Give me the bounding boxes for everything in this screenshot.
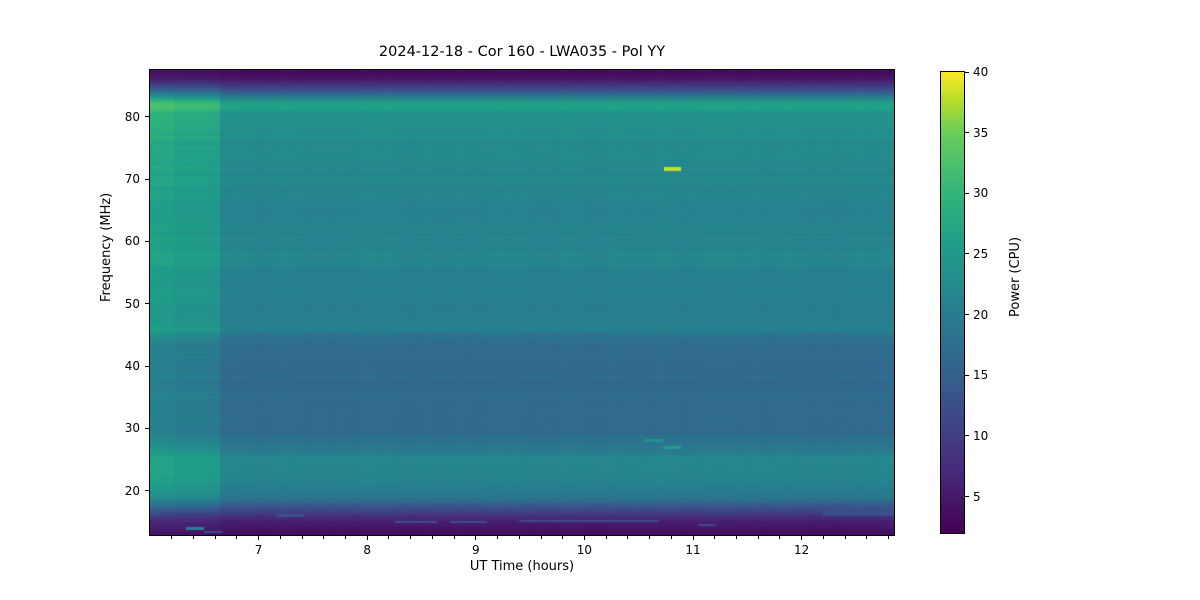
y-tick-label: 80 (124, 109, 140, 124)
colorbar-tick (965, 132, 969, 134)
x-minor-tick (888, 536, 890, 539)
x-minor-tick (866, 536, 868, 539)
colorbar-tick-label: 35 (973, 125, 989, 140)
x-minor-tick (605, 536, 607, 539)
colorbar-tick-label: 10 (973, 428, 989, 443)
colorbar-tick-label: 25 (973, 246, 989, 261)
x-minor-tick (649, 536, 651, 539)
colorbar-tick-label: 40 (973, 65, 989, 79)
x-minor-tick (497, 536, 499, 539)
y-tick (145, 303, 149, 305)
y-tick (145, 116, 149, 118)
colorbar-tick-label: 5 (973, 489, 981, 504)
x-minor-tick (214, 536, 216, 539)
x-tick (801, 536, 803, 540)
x-minor-tick (540, 536, 542, 539)
y-tick-label: 30 (124, 421, 140, 436)
y-tick (145, 427, 149, 429)
x-minor-tick (714, 536, 716, 539)
x-minor-tick (388, 536, 390, 539)
y-tick (145, 490, 149, 492)
x-minor-tick (670, 536, 672, 539)
x-minor-tick (562, 536, 564, 539)
colorbar-tick-label: 20 (973, 307, 989, 322)
x-tick-label: 9 (472, 543, 480, 557)
x-minor-tick (431, 536, 433, 539)
colorbar-tick (965, 435, 969, 437)
colorbar-tick (965, 253, 969, 255)
x-minor-tick (345, 536, 346, 539)
x-minor-tick (779, 536, 781, 539)
x-minor-tick (236, 536, 238, 539)
y-tick-label: 50 (124, 296, 140, 311)
x-tick-label: 12 (794, 543, 810, 557)
colorbar-tick (965, 374, 969, 376)
x-minor-tick (822, 536, 824, 539)
colorbar-tick-label: 30 (973, 186, 989, 201)
x-tick (692, 536, 694, 540)
x-tick-label: 10 (576, 543, 593, 557)
x-tick (475, 536, 477, 540)
x-tick (258, 536, 260, 540)
y-tick-label: 70 (124, 172, 140, 187)
colorbar-tick (965, 71, 969, 73)
colorbar-tick (965, 314, 969, 316)
x-minor-tick (301, 536, 303, 539)
x-minor-tick (844, 536, 846, 539)
x-minor-tick (518, 536, 520, 539)
x-minor-tick (279, 536, 281, 539)
x-axis-label: UT Time (hours) (469, 559, 575, 574)
x-tick (583, 536, 585, 540)
y-tick (145, 240, 149, 242)
x-minor-tick (627, 536, 629, 539)
y-tick-label: 20 (124, 483, 140, 498)
x-minor-tick (410, 536, 412, 539)
x-minor-tick (171, 536, 173, 539)
x-minor-tick (757, 536, 759, 539)
colorbar-tick (965, 496, 969, 498)
x-tick-label: 8 (363, 543, 372, 557)
x-minor-tick (736, 536, 737, 539)
x-tick-label: 7 (254, 543, 263, 557)
y-tick (145, 178, 149, 180)
x-minor-tick (453, 536, 455, 539)
x-minor-tick (192, 536, 194, 539)
y-tick-label: 60 (124, 234, 140, 249)
colorbar-tick (965, 192, 969, 194)
x-minor-tick (323, 536, 325, 539)
x-tick (366, 536, 368, 540)
x-tick-label: 11 (685, 543, 701, 557)
y-tick (145, 365, 149, 367)
colorbar (940, 71, 965, 534)
chart-title: 2024-12-18 - Cor 160 - LWA035 - Pol YY (378, 44, 666, 60)
spectrogram-heatmap (149, 69, 895, 536)
colorbar-tick-label: 15 (973, 368, 989, 383)
y-tick-label: 40 (124, 359, 140, 374)
